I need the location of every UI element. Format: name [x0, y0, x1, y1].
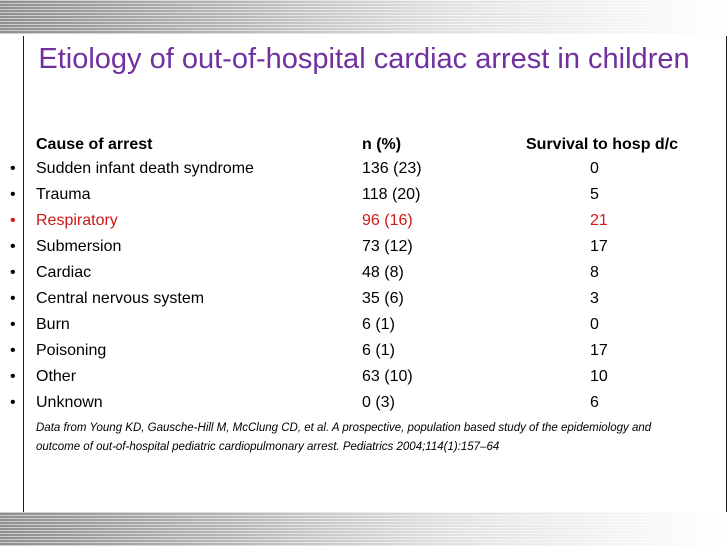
row-survival: 3: [590, 290, 599, 307]
table-row: • Sudden infant death syndrome 136 (23) …: [0, 157, 728, 181]
row-n: 73 (12): [362, 238, 413, 255]
row-n: 118 (20): [362, 186, 421, 203]
row-cause: Burn: [36, 316, 70, 333]
row-survival: 8: [590, 264, 599, 281]
slide-panel: [23, 36, 727, 512]
row-n: 63 (10): [362, 368, 413, 385]
row-n: 6 (1): [362, 342, 395, 359]
bullet-icon: •: [10, 160, 16, 177]
row-cause: Respiratory: [36, 212, 118, 229]
bullet-icon: •: [10, 212, 16, 229]
slide-title: Etiology of out-of-hospital cardiac arre…: [38, 43, 690, 75]
top-decorative-band: [0, 0, 728, 34]
bullet-icon: •: [10, 316, 16, 333]
row-survival: 0: [590, 316, 599, 333]
row-cause: Central nervous system: [36, 290, 205, 307]
row-survival: 10: [590, 368, 608, 385]
bullet-icon: •: [10, 238, 16, 255]
table-row: • Central nervous system 35 (6) 3: [0, 287, 728, 311]
row-cause: Poisoning: [36, 342, 107, 359]
row-survival: 21: [590, 212, 608, 229]
table-header: Cause of arrest n (%) Survival to hosp d…: [0, 133, 728, 157]
row-n: 0 (3): [362, 394, 395, 411]
table-row: • Trauma 118 (20) 5: [0, 183, 728, 207]
bullet-icon: •: [10, 290, 16, 307]
row-survival: 17: [590, 342, 608, 359]
row-n: 48 (8): [362, 264, 404, 281]
bullet-icon: •: [10, 342, 16, 359]
row-survival: 5: [590, 186, 599, 203]
bottom-decorative-band: [0, 512, 728, 546]
row-n: 136 (23): [362, 160, 422, 177]
row-cause: Sudden infant death syndrome: [36, 160, 254, 177]
header-cause: Cause of arrest: [36, 136, 153, 153]
row-n: 96 (16): [362, 212, 413, 229]
bullet-icon: •: [10, 394, 16, 411]
bullet-icon: •: [10, 264, 16, 281]
row-n: 6 (1): [362, 316, 395, 333]
row-cause: Other: [36, 368, 77, 385]
row-cause: Cardiac: [36, 264, 92, 281]
row-survival: 6: [590, 394, 599, 411]
row-n: 35 (6): [362, 290, 404, 307]
table-row: • Other 63 (10) 10: [0, 365, 728, 389]
table-row: • Unknown 0 (3) 6: [0, 391, 728, 415]
table-row: • Poisoning 6 (1) 17: [0, 339, 728, 363]
table-row: • Submersion 73 (12) 17: [0, 235, 728, 259]
bullet-icon: •: [10, 368, 16, 385]
row-cause: Trauma: [36, 186, 91, 203]
row-survival: 17: [590, 238, 608, 255]
table-row: • Cardiac 48 (8) 8: [0, 261, 728, 285]
table-row: • Burn 6 (1) 0: [0, 313, 728, 337]
table-row-highlighted: • Respiratory 96 (16) 21: [0, 209, 728, 233]
row-cause: Unknown: [36, 394, 103, 411]
header-survival: Survival to hosp d/c: [526, 136, 679, 153]
source-citation: Data from Young KD, Gausche-Hill M, McCl…: [36, 422, 652, 453]
row-survival: 0: [590, 160, 599, 177]
header-n: n (%): [362, 136, 402, 153]
bullet-icon: •: [10, 186, 16, 203]
row-cause: Submersion: [36, 238, 122, 255]
